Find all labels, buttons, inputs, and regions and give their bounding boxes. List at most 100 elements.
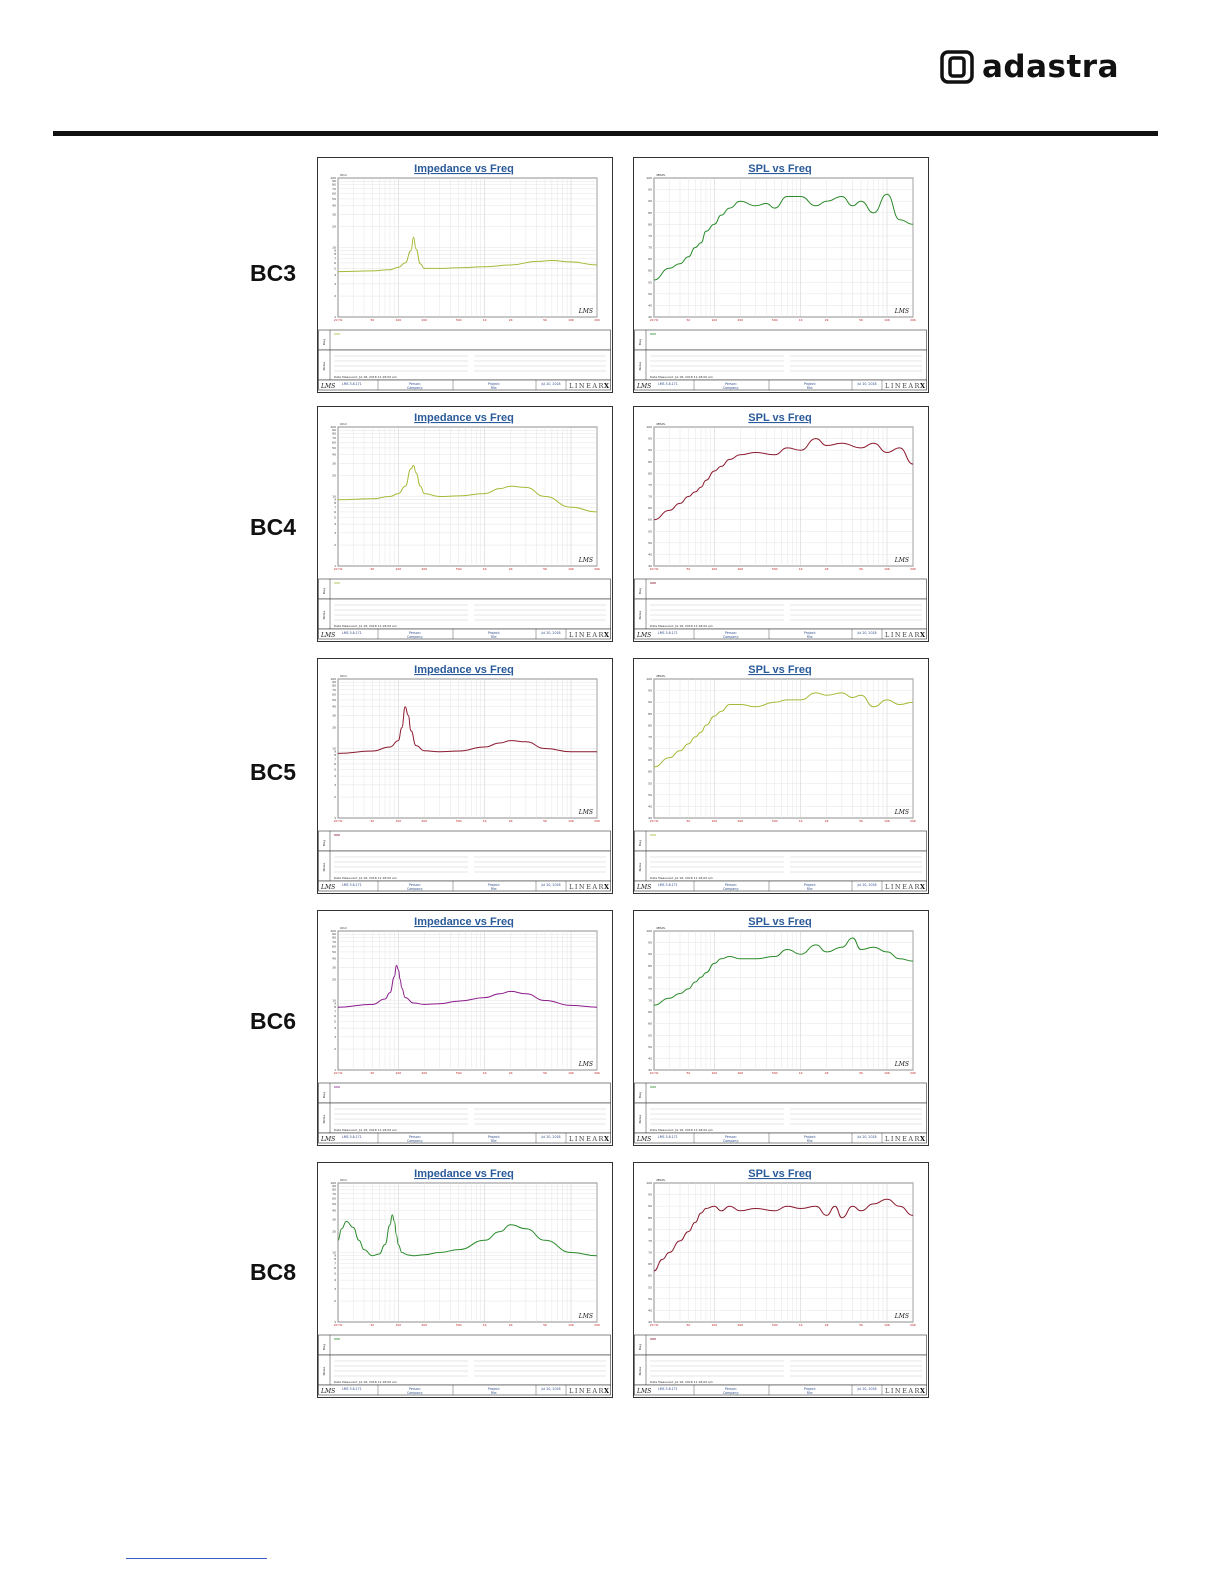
date-measured: Date Measured: Jul 18, 2018 11:18:00 am — [334, 1128, 397, 1132]
date-measured: Date Measured: Jul 18, 2018 11:18:00 am — [650, 624, 713, 628]
y-tick-label: 75 — [648, 735, 652, 739]
x-tick-label: 100 — [395, 1071, 401, 1075]
x-tick-label: 50 — [686, 567, 690, 571]
footer-company: Company: — [723, 887, 739, 891]
footer-project: Project: — [804, 382, 816, 386]
y-tick-label: 45 — [648, 804, 652, 808]
y-tick-label: 90 — [648, 1204, 652, 1208]
y-tick-label: 4 — [334, 273, 336, 277]
y-tick-label: 65 — [648, 1010, 652, 1014]
footer-brand-x: X — [920, 1135, 927, 1143]
y-tick-label: 55 — [648, 781, 652, 785]
y-tick-label: 8 — [334, 1257, 336, 1261]
chart-svg: Impedance vs Freq10090807060504030201098… — [318, 916, 611, 1144]
y-tick-label: 80 — [648, 975, 652, 979]
notes-side-label: Notes — [638, 610, 642, 619]
y-tick-label: 5 — [334, 515, 336, 519]
chart-title: Impedance vs Freq — [414, 664, 514, 676]
footer-file: File: — [807, 1391, 813, 1395]
y-tick-label: 100 — [330, 425, 336, 429]
y-tick-label: 70 — [332, 1192, 336, 1196]
y-tick-label: 80 — [648, 222, 652, 226]
x-tick-label: 2K — [509, 819, 514, 823]
y-tick-label: 30 — [332, 461, 336, 465]
y-axis-label: Ohm — [340, 1178, 347, 1182]
notes-side-label: Notes — [322, 862, 326, 871]
grid — [337, 177, 598, 318]
y-tick-label: 10 — [332, 747, 336, 751]
x-tick-label: 20K — [910, 567, 917, 571]
y-tick-label: 40 — [332, 204, 336, 208]
x-tick-label: 200 — [421, 1071, 427, 1075]
x-tick-label: 20 Hz — [650, 819, 659, 823]
notes-side-label: Notes — [638, 1366, 642, 1375]
y-tick-label: 70 — [648, 495, 652, 499]
footer-brand-x: X — [604, 631, 611, 639]
x-tick-label: 5K — [859, 1323, 864, 1327]
x-tick-label: 5K — [543, 1323, 548, 1327]
y-tick-label: 100 — [646, 677, 652, 681]
footer-version: LMS 5.8.171 — [342, 883, 362, 887]
footer-date: Jul 20, 2018 — [540, 1387, 560, 1391]
lms-watermark: LMS — [578, 809, 593, 816]
y-tick-label: 7 — [334, 1009, 336, 1013]
footer-lms-logo: LMS — [320, 884, 335, 891]
lms-watermark: LMS — [578, 1061, 593, 1068]
footer-lms-logo: LMS — [320, 1388, 335, 1395]
y-tick-label: 65 — [648, 1262, 652, 1266]
y-tick-label: 7 — [334, 256, 336, 260]
x-tick-label: 20K — [910, 1323, 917, 1327]
footer-company: Company: — [723, 1391, 739, 1395]
footer-link-underline[interactable] — [126, 1558, 267, 1559]
y-tick-label: 5 — [334, 1271, 336, 1275]
y-tick-label: 60 — [332, 1196, 336, 1200]
footer-lms-logo: LMS — [636, 1388, 651, 1395]
y-tick-label: 45 — [648, 1056, 652, 1060]
y-tick-label: 4 — [334, 522, 336, 526]
y-tick-label: 7 — [334, 1261, 336, 1265]
y-tick-label: 80 — [332, 1188, 336, 1192]
y-axis-label: dBSPL — [656, 173, 666, 177]
model-label-bc4: BC4 — [250, 514, 297, 540]
y-tick-label: 3 — [334, 1287, 336, 1291]
y-tick-label: 40 — [648, 816, 652, 820]
x-tick-label: 200 — [737, 1071, 743, 1075]
y-axis-label: Ohm — [340, 173, 347, 177]
footer-person: Person: — [409, 382, 421, 386]
x-tick-label: 20K — [910, 819, 917, 823]
spl-chart-bc8: SPL vs Freq 100 95 90 85 80 75 70 65 60 55 50 45 40 dB… — [633, 1162, 929, 1398]
y-axis-label: dBSPL — [656, 926, 666, 930]
x-tick-label: 2K — [825, 567, 830, 571]
footer-date: Jul 20, 2018 — [856, 1387, 876, 1391]
y-tick-label: 9 — [334, 1254, 336, 1258]
y-tick-label: 40 — [648, 564, 652, 568]
lms-watermark: LMS — [578, 557, 593, 564]
y-tick-label: 40 — [332, 1209, 336, 1213]
y-tick-label: 95 — [648, 437, 652, 441]
footer-file: File: — [807, 887, 813, 891]
footer-version: LMS 5.8.171 — [342, 1387, 362, 1391]
x-tick-label: 500 — [772, 1071, 778, 1075]
x-tick-label: 20K — [594, 567, 601, 571]
notes-side-label: Notes — [322, 361, 326, 370]
legend-box — [318, 1082, 611, 1104]
y-tick-label: 60 — [332, 692, 336, 696]
y-tick-label: 5 — [334, 1019, 336, 1023]
x-tick-label: 200 — [421, 819, 427, 823]
x-tick-label: 5K — [543, 567, 548, 571]
footer-company: Company: — [407, 635, 423, 639]
footer-date: Jul 20, 2018 — [540, 883, 560, 887]
notes-box — [634, 850, 927, 882]
y-tick-label: 80 — [332, 936, 336, 940]
spl-chart-bc3: SPL vs Freq 100 95 90 85 80 75 70 65 60 55 50 45 40 dB… — [633, 157, 929, 393]
lms-watermark: LMS — [894, 1061, 909, 1068]
y-tick-label: 90 — [648, 448, 652, 452]
y-tick-label: 95 — [648, 941, 652, 945]
x-tick-label: 100 — [395, 567, 401, 571]
lms-watermark: LMS — [894, 557, 909, 564]
y-tick-label: 55 — [648, 529, 652, 533]
y-tick-label: 100 — [646, 1181, 652, 1185]
y-tick-label: 2 — [334, 543, 336, 547]
y-tick-label: 75 — [648, 483, 652, 487]
x-tick-label: 200 — [737, 567, 743, 571]
